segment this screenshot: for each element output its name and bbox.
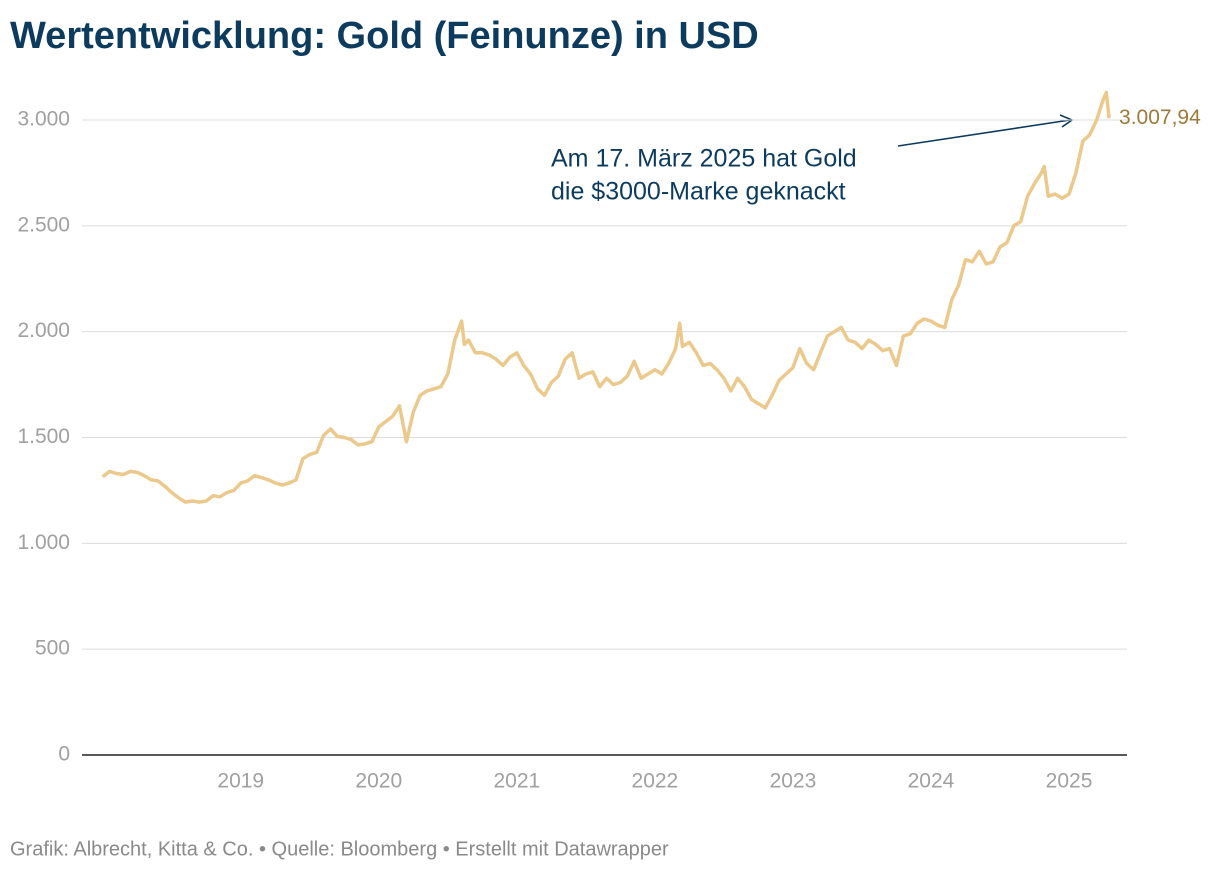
line xyxy=(101,90,1111,504)
annotation-arrow xyxy=(897,119,1071,147)
y-tick-label: 1.000 xyxy=(17,531,70,554)
chart-title: Wertentwicklung: Gold (Feinunze) in USD xyxy=(10,15,759,57)
x-tick-label: 2022 xyxy=(632,770,679,793)
x-tick-label: 2023 xyxy=(770,770,817,793)
value-label: 3.007,94 xyxy=(1119,106,1201,129)
x-tick-label: 2019 xyxy=(217,770,264,793)
y-tick-label: 2.500 xyxy=(17,213,70,236)
y-tick-label: 0 xyxy=(58,743,70,766)
y-tick-label: 3.000 xyxy=(17,108,70,131)
x-tick-label: 2020 xyxy=(355,770,402,793)
x-tick-label: 2021 xyxy=(493,770,540,793)
y-tick-label: 2.000 xyxy=(17,319,70,342)
x-tick-label: 2025 xyxy=(1046,770,1093,793)
x-tick-label: 2024 xyxy=(908,770,955,793)
y-tick-label: 1.500 xyxy=(17,425,70,448)
y-tick-label: 500 xyxy=(35,637,70,660)
annotation: Am 17. März 2025 hat Gold xyxy=(551,145,857,173)
annotation: die $3000-Marke geknackt xyxy=(551,178,846,206)
source: Grafik: Albrecht, Kitta & Co. • Quelle: … xyxy=(10,838,669,860)
